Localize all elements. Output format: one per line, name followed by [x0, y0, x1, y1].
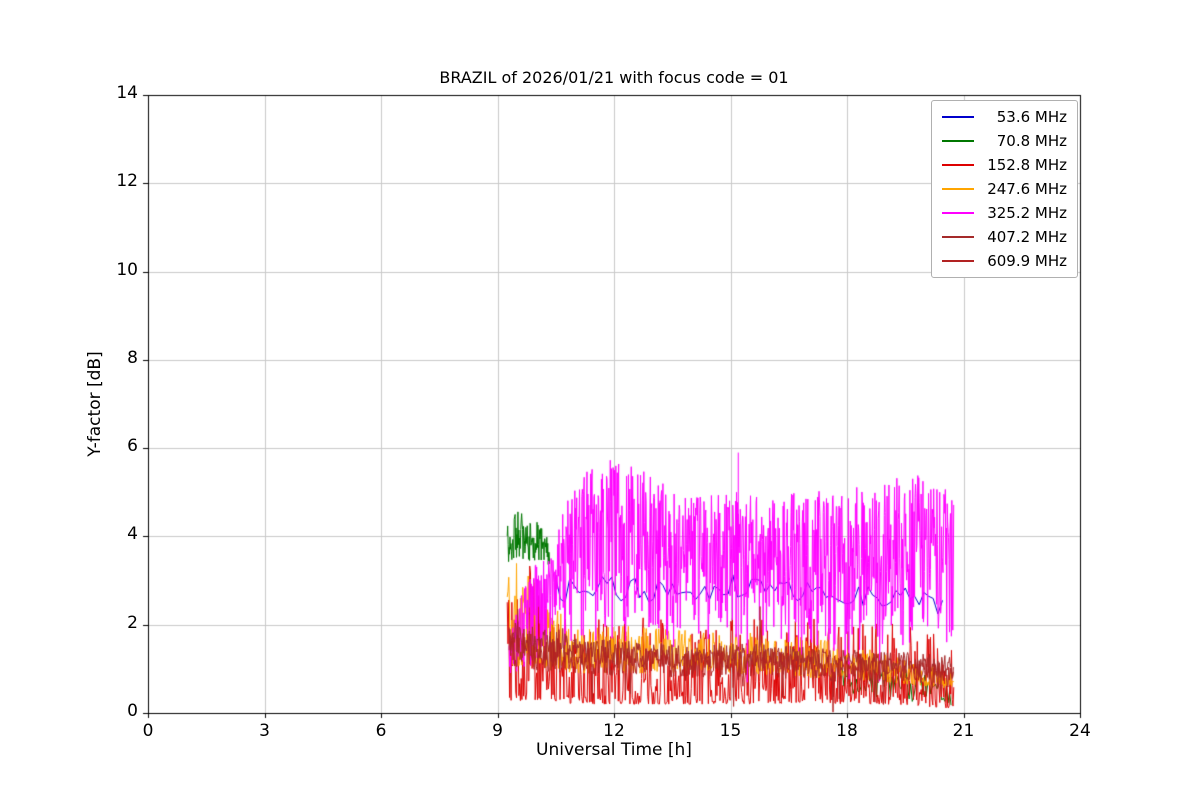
legend-line-swatch: [942, 260, 974, 262]
x-tick-label: 12: [603, 721, 625, 741]
legend-item: 609.9 MHz: [942, 252, 1067, 270]
legend-label: 325.2 MHz: [987, 204, 1067, 222]
legend-label: 247.6 MHz: [987, 180, 1067, 198]
y-tick-label: 14: [116, 83, 138, 103]
y-tick-label: 0: [127, 701, 138, 721]
legend-label: 53.6 MHz: [996, 108, 1067, 126]
legend-label: 152.8 MHz: [987, 156, 1067, 174]
x-tick-label: 24: [1069, 721, 1091, 741]
legend-label: 407.2 MHz: [987, 228, 1067, 246]
legend-item: 325.2 MHz: [942, 204, 1067, 222]
y-tick-label: 10: [116, 259, 138, 280]
legend-line-swatch: [942, 188, 974, 190]
legend-item: 70.8 MHz: [942, 132, 1067, 150]
legend: 53.6 MHz 70.8 MHz 152.8 MHz 247.6 MHz 325.2 …: [931, 100, 1078, 278]
y-tick-label: 2: [127, 612, 138, 633]
legend-line-swatch: [942, 212, 974, 214]
legend-item: 247.6 MHz: [942, 180, 1067, 198]
x-tick-label: 21: [952, 721, 975, 741]
x-tick-label: 18: [836, 721, 858, 741]
x-tick-label: 3: [259, 721, 270, 741]
x-tick-label: 9: [492, 721, 503, 741]
legend-label: 70.8 MHz: [996, 132, 1067, 150]
x-tick-label: 6: [375, 721, 387, 741]
x-tick-label: 0: [142, 721, 154, 741]
y-tick-label: 6: [127, 436, 138, 457]
y-tick-label: 8: [127, 347, 138, 368]
x-tick-label: 15: [719, 721, 742, 741]
legend-item: 152.8 MHz: [942, 156, 1067, 174]
legend-label: 609.9 MHz: [987, 252, 1067, 270]
legend-line-swatch: [942, 236, 974, 238]
x-axis-label: Universal Time [h]: [536, 740, 692, 760]
y-tick-label: 12: [116, 171, 138, 192]
legend-item: 407.2 MHz: [942, 228, 1067, 246]
legend-line-swatch: [942, 164, 974, 166]
legend-line-swatch: [942, 140, 974, 142]
chart-title: BRAZIL of 2026/01/21 with focus code = 0…: [439, 68, 789, 87]
legend-line-swatch: [942, 116, 974, 118]
legend-item: 53.6 MHz: [942, 108, 1067, 126]
y-tick-label: 4: [127, 524, 138, 545]
